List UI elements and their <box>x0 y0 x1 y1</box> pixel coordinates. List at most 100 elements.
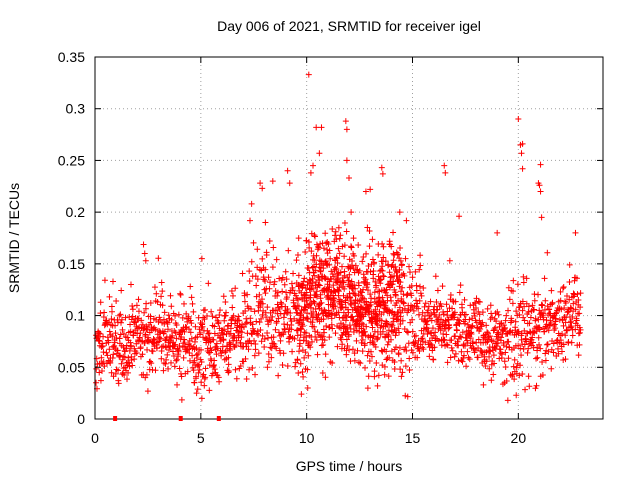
data-point <box>416 266 423 273</box>
data-point <box>387 336 394 343</box>
data-point <box>501 324 508 331</box>
data-point <box>246 366 253 373</box>
data-point <box>379 267 386 274</box>
data-point <box>191 379 198 386</box>
data-point <box>419 335 426 342</box>
data-point <box>362 364 369 371</box>
data-point <box>305 239 312 246</box>
data-point <box>383 320 390 327</box>
data-point <box>305 71 312 78</box>
data-point <box>258 296 265 303</box>
data-point <box>125 354 132 361</box>
data-point <box>307 344 314 351</box>
data-point <box>237 363 244 370</box>
data-point <box>279 361 286 368</box>
data-point <box>343 228 350 235</box>
data-point <box>274 301 281 308</box>
data-point <box>308 230 315 237</box>
data-point <box>429 325 436 332</box>
data-point <box>106 328 113 335</box>
data-point <box>552 315 559 322</box>
data-point <box>542 357 549 364</box>
data-point <box>557 297 564 304</box>
data-point <box>350 235 357 242</box>
data-point <box>370 268 377 275</box>
data-point <box>113 366 120 373</box>
data-point <box>456 289 463 296</box>
data-point <box>118 319 125 326</box>
gap-marker <box>216 416 221 421</box>
data-point <box>397 244 404 251</box>
x-tick-label: 0 <box>91 430 99 446</box>
data-point <box>396 329 403 336</box>
data-point <box>467 335 474 342</box>
data-point <box>250 327 257 334</box>
data-point <box>359 336 366 343</box>
data-point <box>456 320 463 327</box>
data-point <box>225 368 232 375</box>
data-point <box>266 285 273 292</box>
data-point <box>173 356 180 363</box>
data-point <box>557 288 564 295</box>
data-point <box>493 343 500 350</box>
data-point <box>366 228 373 235</box>
data-point <box>154 299 161 306</box>
data-point <box>227 341 234 348</box>
data-point <box>343 347 350 354</box>
data-point <box>503 312 510 319</box>
data-point <box>396 209 403 216</box>
data-point <box>379 328 386 335</box>
data-point <box>141 309 148 316</box>
data-point <box>120 353 127 360</box>
data-point <box>448 337 455 344</box>
data-point <box>351 357 358 364</box>
data-point <box>115 380 122 387</box>
data-point <box>262 219 269 226</box>
data-point <box>251 308 258 315</box>
data-point <box>479 309 486 316</box>
data-point <box>475 298 482 305</box>
data-point <box>378 267 385 274</box>
data-point <box>518 352 525 359</box>
data-point <box>205 280 212 287</box>
data-point <box>145 338 152 345</box>
data-point <box>502 317 509 324</box>
x-tick-label: 15 <box>405 430 421 446</box>
data-point <box>233 375 240 382</box>
data-point <box>346 271 353 278</box>
data-point <box>144 346 151 353</box>
data-point <box>197 329 204 336</box>
data-point <box>474 354 481 361</box>
data-point <box>158 293 165 300</box>
data-point <box>367 268 374 275</box>
data-point <box>440 311 447 318</box>
data-point <box>316 257 323 264</box>
data-point <box>308 248 315 255</box>
data-point <box>339 341 346 348</box>
data-point <box>572 306 579 313</box>
data-point <box>199 323 206 330</box>
data-point <box>451 314 458 321</box>
data-point <box>385 327 392 334</box>
data-point <box>211 323 218 330</box>
data-point <box>135 308 142 315</box>
data-point <box>394 251 401 258</box>
data-point <box>519 165 526 172</box>
data-point <box>221 326 228 333</box>
data-point <box>138 317 145 324</box>
data-point <box>255 331 262 338</box>
data-point <box>312 267 319 274</box>
data-point <box>402 344 409 351</box>
data-point <box>254 246 261 253</box>
data-point <box>573 317 580 324</box>
data-point <box>325 240 332 247</box>
data-point <box>230 312 237 319</box>
data-point <box>336 235 343 242</box>
data-point <box>442 169 449 176</box>
data-point <box>265 321 272 328</box>
data-point <box>535 334 542 341</box>
data-point <box>270 340 277 347</box>
data-point <box>541 275 548 282</box>
data-point <box>458 348 465 355</box>
data-point <box>269 313 276 320</box>
